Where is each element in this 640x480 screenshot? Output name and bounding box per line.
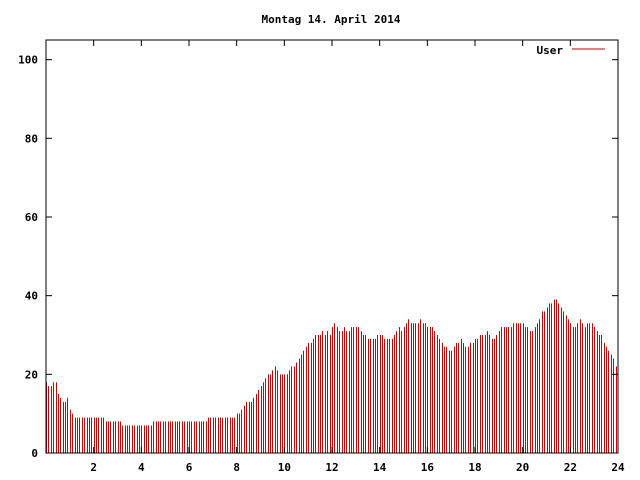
x-tick-label: 14	[373, 461, 387, 474]
x-tick-label: 2	[90, 461, 97, 474]
y-tick-label: 80	[25, 132, 38, 145]
x-axis-ticks: 2 4 6 8 10 12 14 16 18 20 22 24	[90, 40, 625, 474]
x-tick-label: 16	[421, 461, 435, 474]
legend: User	[537, 44, 605, 57]
y-tick-label: 100	[18, 54, 38, 67]
plot-frame	[45, 39, 619, 454]
legend-label-user: User	[537, 44, 564, 57]
y-axis-ticks: 0 20 40 60 80 100	[18, 54, 618, 460]
x-tick-label: 12	[325, 461, 338, 474]
x-tick-label: 24	[611, 461, 625, 474]
chart-title: Montag 14. April 2014	[261, 13, 400, 26]
y-tick-label: 40	[25, 290, 38, 303]
x-tick-label: 18	[468, 461, 481, 474]
x-tick-label: 6	[186, 461, 193, 474]
x-tick-label: 10	[278, 461, 291, 474]
x-tick-label: 8	[233, 461, 240, 474]
x-tick-label: 20	[516, 461, 529, 474]
x-tick-label: 22	[564, 461, 577, 474]
y-tick-label: 0	[31, 447, 38, 460]
y-tick-label: 60	[25, 211, 38, 224]
x-tick-label: 4	[138, 461, 145, 474]
y-tick-label: 20	[25, 368, 38, 381]
bar-series-user	[46, 299, 617, 453]
